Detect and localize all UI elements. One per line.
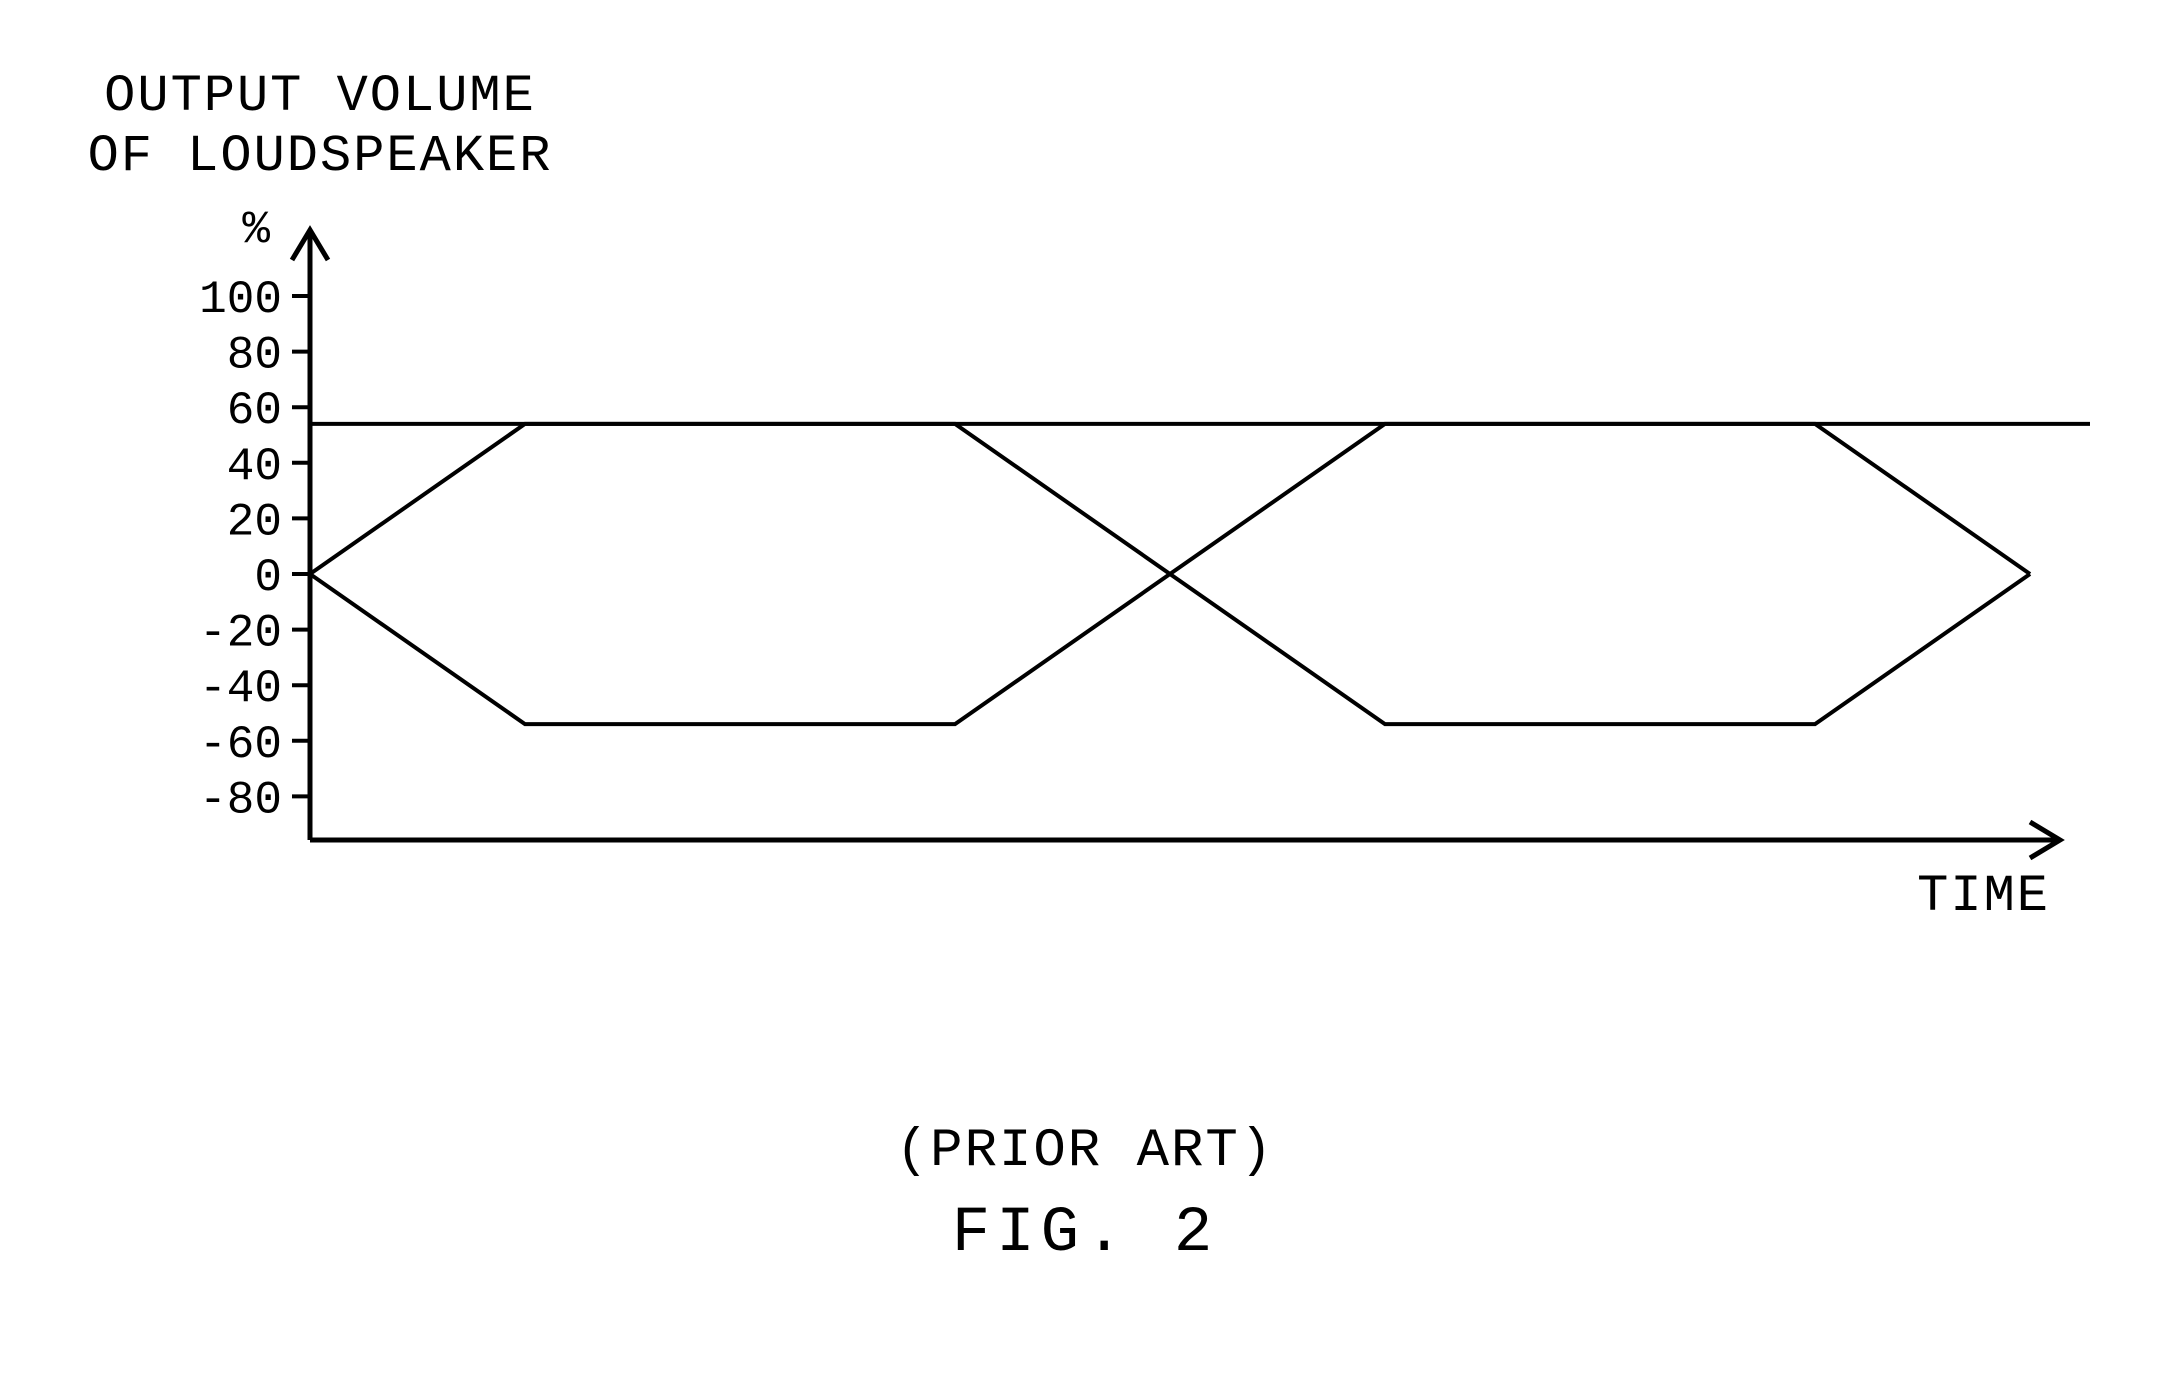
x-axis-label: TIME	[1917, 867, 2050, 926]
caption-prior-art: (PRIOR ART)	[896, 1121, 1274, 1182]
y-tick-label: 60	[227, 385, 282, 437]
waveform-series-2	[310, 424, 2030, 724]
chart-container: OUTPUT VOLUMEOF LOUDSPEAKER% TIME 10080604…	[0, 0, 2171, 1398]
y-tick-label: 0	[254, 552, 282, 604]
y-axis-title-line1: OUTPUT VOLUME	[104, 67, 536, 126]
y-axis-title-line2: OF LOUDSPEAKER	[88, 127, 553, 186]
y-tick-label: 40	[227, 441, 282, 493]
y-tick-label: 20	[227, 496, 282, 548]
caption-figure-label: FIG. 2	[952, 1198, 1218, 1270]
y-tick-label: 100	[199, 274, 282, 326]
y-tick-label: -80	[199, 774, 282, 826]
y-tick-label: -60	[199, 719, 282, 771]
y-axis-unit: %	[242, 204, 270, 256]
chart-svg: OUTPUT VOLUMEOF LOUDSPEAKER% TIME 10080604…	[0, 0, 2171, 1398]
y-tick-label: 80	[227, 330, 282, 382]
y-tick-label: -40	[199, 663, 282, 715]
y-tick-label: -20	[199, 608, 282, 660]
